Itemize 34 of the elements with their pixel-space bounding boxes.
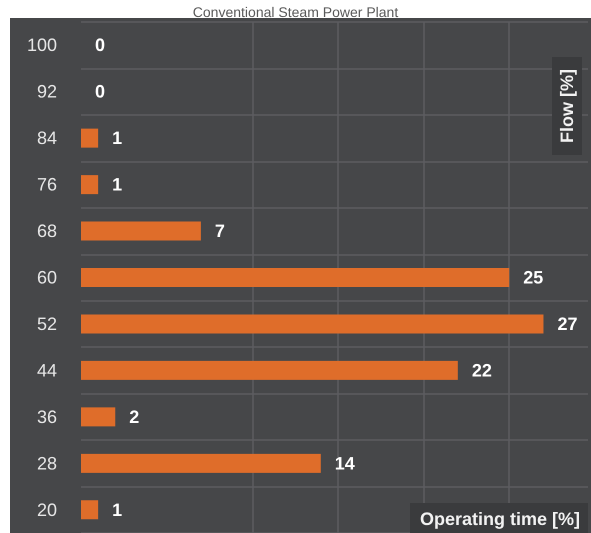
- x-axis-title: Operating time [%]: [420, 509, 580, 529]
- bar: [81, 268, 510, 287]
- data-label: 2: [129, 406, 140, 427]
- data-label: 0: [95, 82, 106, 102]
- bar: [81, 314, 544, 334]
- bar: [81, 500, 98, 520]
- y-tick-label: 20: [36, 500, 57, 520]
- bar: [81, 454, 321, 473]
- bar: [81, 360, 458, 380]
- y-tick-label: 84: [36, 128, 57, 148]
- bar: [81, 407, 116, 426]
- y-tick-label: 52: [36, 314, 57, 334]
- y-tick-label: 68: [36, 221, 57, 242]
- bar: [81, 175, 98, 194]
- data-label: 22: [472, 360, 492, 380]
- y-tick-label: 76: [36, 174, 57, 195]
- data-label: 1: [112, 128, 122, 148]
- data-label: 7: [214, 221, 225, 242]
- y-tick-label: 36: [36, 406, 57, 427]
- y-tick-label: 92: [36, 82, 57, 102]
- data-label: 1: [112, 174, 122, 195]
- data-label: 14: [334, 453, 355, 474]
- y-tick-label: 100: [26, 35, 57, 56]
- bar: [81, 222, 201, 241]
- data-label: 25: [523, 268, 544, 288]
- data-label: 27: [557, 314, 578, 334]
- data-label: 0: [95, 35, 106, 56]
- chart-title: Conventional Steam Power Plant: [192, 4, 398, 20]
- y-axis-title: Flow [%]: [557, 69, 577, 143]
- bar: [81, 128, 98, 148]
- y-tick-label: 28: [36, 453, 57, 474]
- y-tick-label: 60: [36, 268, 57, 288]
- y-tick-label: 44: [36, 360, 57, 380]
- data-label: 1: [112, 500, 122, 520]
